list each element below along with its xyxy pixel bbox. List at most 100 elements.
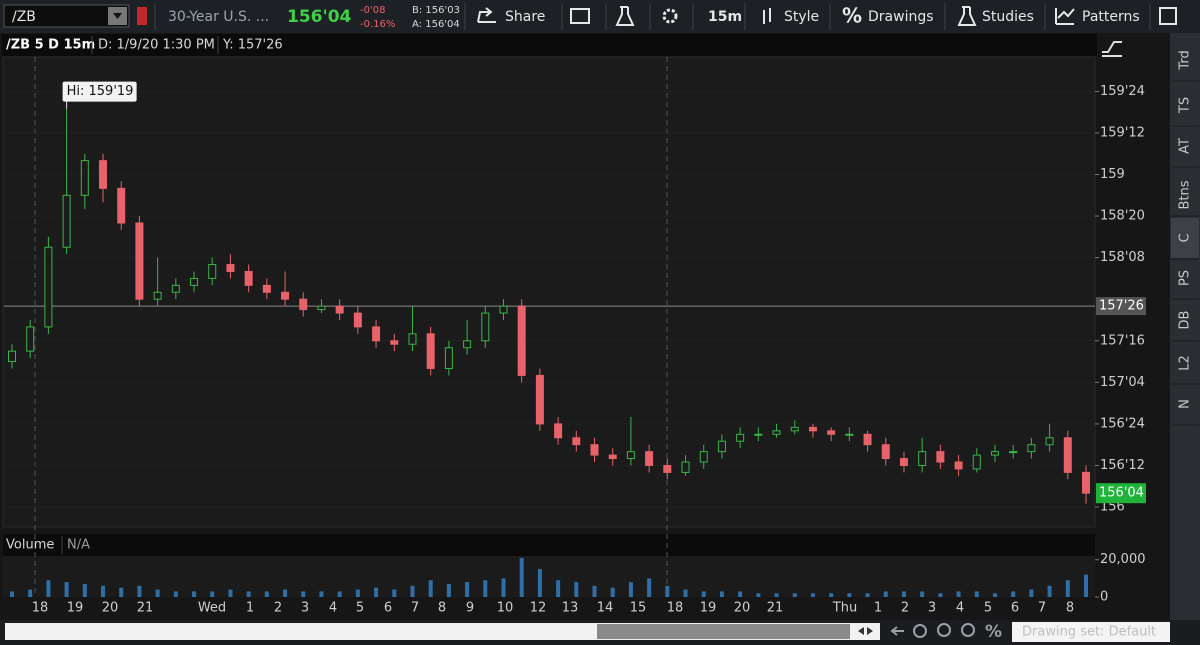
volume-bar: [246, 591, 251, 597]
volume-bar: [701, 591, 706, 597]
sidebar: [1170, 33, 1200, 620]
x-tick-label: 10: [497, 601, 514, 616]
sidebar-tab[interactable]: PS: [1178, 270, 1193, 286]
sidebar-tab[interactable]: N: [1178, 399, 1193, 409]
x-tick-label: 8: [438, 601, 446, 616]
y-tick-label: 157'16: [1100, 333, 1145, 348]
volume-bar: [756, 593, 761, 597]
share-icon[interactable]: [477, 7, 496, 23]
volume-bar: [446, 583, 451, 597]
candle-body: [8, 350, 16, 363]
sidebar-tab[interactable]: L2: [1178, 355, 1193, 371]
percent-change: -0.16%: [360, 19, 395, 30]
x-tick-label: 21: [137, 601, 154, 616]
volume-bar: [155, 589, 160, 597]
symbol-box[interactable]: [3, 4, 130, 28]
candle-body: [426, 333, 435, 369]
candle-body: [262, 284, 271, 293]
x-tick-label: 19: [700, 601, 717, 616]
volume-bar: [847, 593, 852, 597]
candle-body: [1045, 437, 1054, 446]
flask-icon[interactable]: [615, 6, 635, 26]
settings-menu[interactable]: [1159, 7, 1177, 25]
y-tick-label: 156: [1100, 500, 1125, 515]
ask: A: 156'04: [412, 19, 460, 30]
chart-symbol: /ZB 5 D 15m: [6, 38, 95, 53]
candle-body: [44, 246, 53, 328]
volume-bar: [228, 589, 233, 597]
x-tick-label: 4: [956, 601, 964, 616]
x-tick-label: 1: [246, 601, 254, 616]
drawing-set: Drawing set: Default: [1022, 625, 1156, 640]
drawing-set-box[interactable]: [1012, 622, 1170, 642]
candle-body: [80, 160, 89, 196]
candle-body: [299, 298, 308, 311]
drawings-button[interactable]: Drawings: [868, 9, 934, 25]
sidebar-tab[interactable]: C: [1178, 233, 1193, 242]
y-tick-label: 159: [1100, 167, 1125, 182]
scrollbar-thumb[interactable]: [597, 624, 850, 639]
volume-bar: [264, 591, 269, 597]
candle-body: [444, 347, 453, 369]
candle-body: [1027, 444, 1036, 453]
settings-icon[interactable]: [662, 8, 678, 24]
volume-bar: [920, 591, 925, 597]
candle-body: [772, 430, 781, 435]
x-tick-label: 20: [734, 601, 751, 616]
candle-body: [645, 451, 654, 466]
sidebar-tab[interactable]: AT: [1178, 138, 1193, 154]
candle-body: [1063, 437, 1072, 473]
zoom-percent[interactable]: %: [985, 622, 1002, 642]
volume-bar: [119, 587, 124, 597]
volume-bar: [938, 593, 943, 597]
candle-body: [535, 374, 544, 425]
scroll-arrows[interactable]: [858, 627, 873, 635]
link-tag[interactable]: [137, 7, 147, 25]
volume-bar: [1011, 591, 1016, 597]
candle-body: [317, 305, 326, 311]
zoom-tools[interactable]: [890, 623, 975, 638]
sidebar-tab[interactable]: Trd: [1178, 50, 1193, 70]
high-label: Hi: 159'19: [67, 84, 134, 99]
aggregation[interactable]: 15m: [708, 9, 742, 25]
volume-bar: [956, 591, 961, 597]
candle-body: [572, 437, 581, 446]
x-tick-label: 20: [102, 601, 119, 616]
style-button[interactable]: Style: [784, 9, 819, 25]
share-button[interactable]: Share: [505, 9, 545, 25]
y-tick-label: 158'20: [1100, 209, 1145, 224]
volume-bar: [974, 591, 979, 597]
studies-button[interactable]: Studies: [982, 9, 1034, 25]
x-tick-label: 15: [630, 601, 647, 616]
dropdown-arrow: [113, 13, 122, 19]
volume-bar: [574, 582, 579, 597]
description: 30-Year U.S. ...: [168, 9, 269, 25]
candle-body: [99, 160, 108, 189]
alert-icon[interactable]: [570, 8, 590, 24]
patterns-button[interactable]: Patterns: [1082, 9, 1140, 25]
x-tick-label: 8: [1066, 601, 1074, 616]
y-tick-label: 158'08: [1100, 250, 1145, 265]
bid: B: 156'03: [412, 5, 460, 16]
candle-body: [517, 305, 526, 376]
last-price: 156'04: [287, 7, 352, 27]
crosshair-box: [1096, 297, 1146, 316]
x-tick-label: 1: [874, 601, 882, 616]
candle-body: [990, 451, 999, 456]
candle-body: [353, 312, 362, 328]
sidebar-tab[interactable]: DB: [1178, 311, 1193, 330]
candle-body: [1009, 451, 1018, 454]
candle-body: [681, 461, 690, 473]
sidebar-tab[interactable]: TS: [1178, 97, 1193, 114]
candle-body: [736, 433, 745, 442]
sidebar-tab[interactable]: Btns: [1178, 180, 1193, 209]
scale-icon[interactable]: [1102, 41, 1122, 57]
cursor-price: Y: 157'26: [222, 38, 283, 53]
candle-body: [918, 451, 927, 466]
volume-bar: [173, 591, 178, 597]
x-tick-label: 13: [562, 601, 579, 616]
volume-bar: [774, 593, 779, 597]
patterns-icon: [1055, 8, 1075, 25]
volume-bar: [283, 589, 288, 597]
